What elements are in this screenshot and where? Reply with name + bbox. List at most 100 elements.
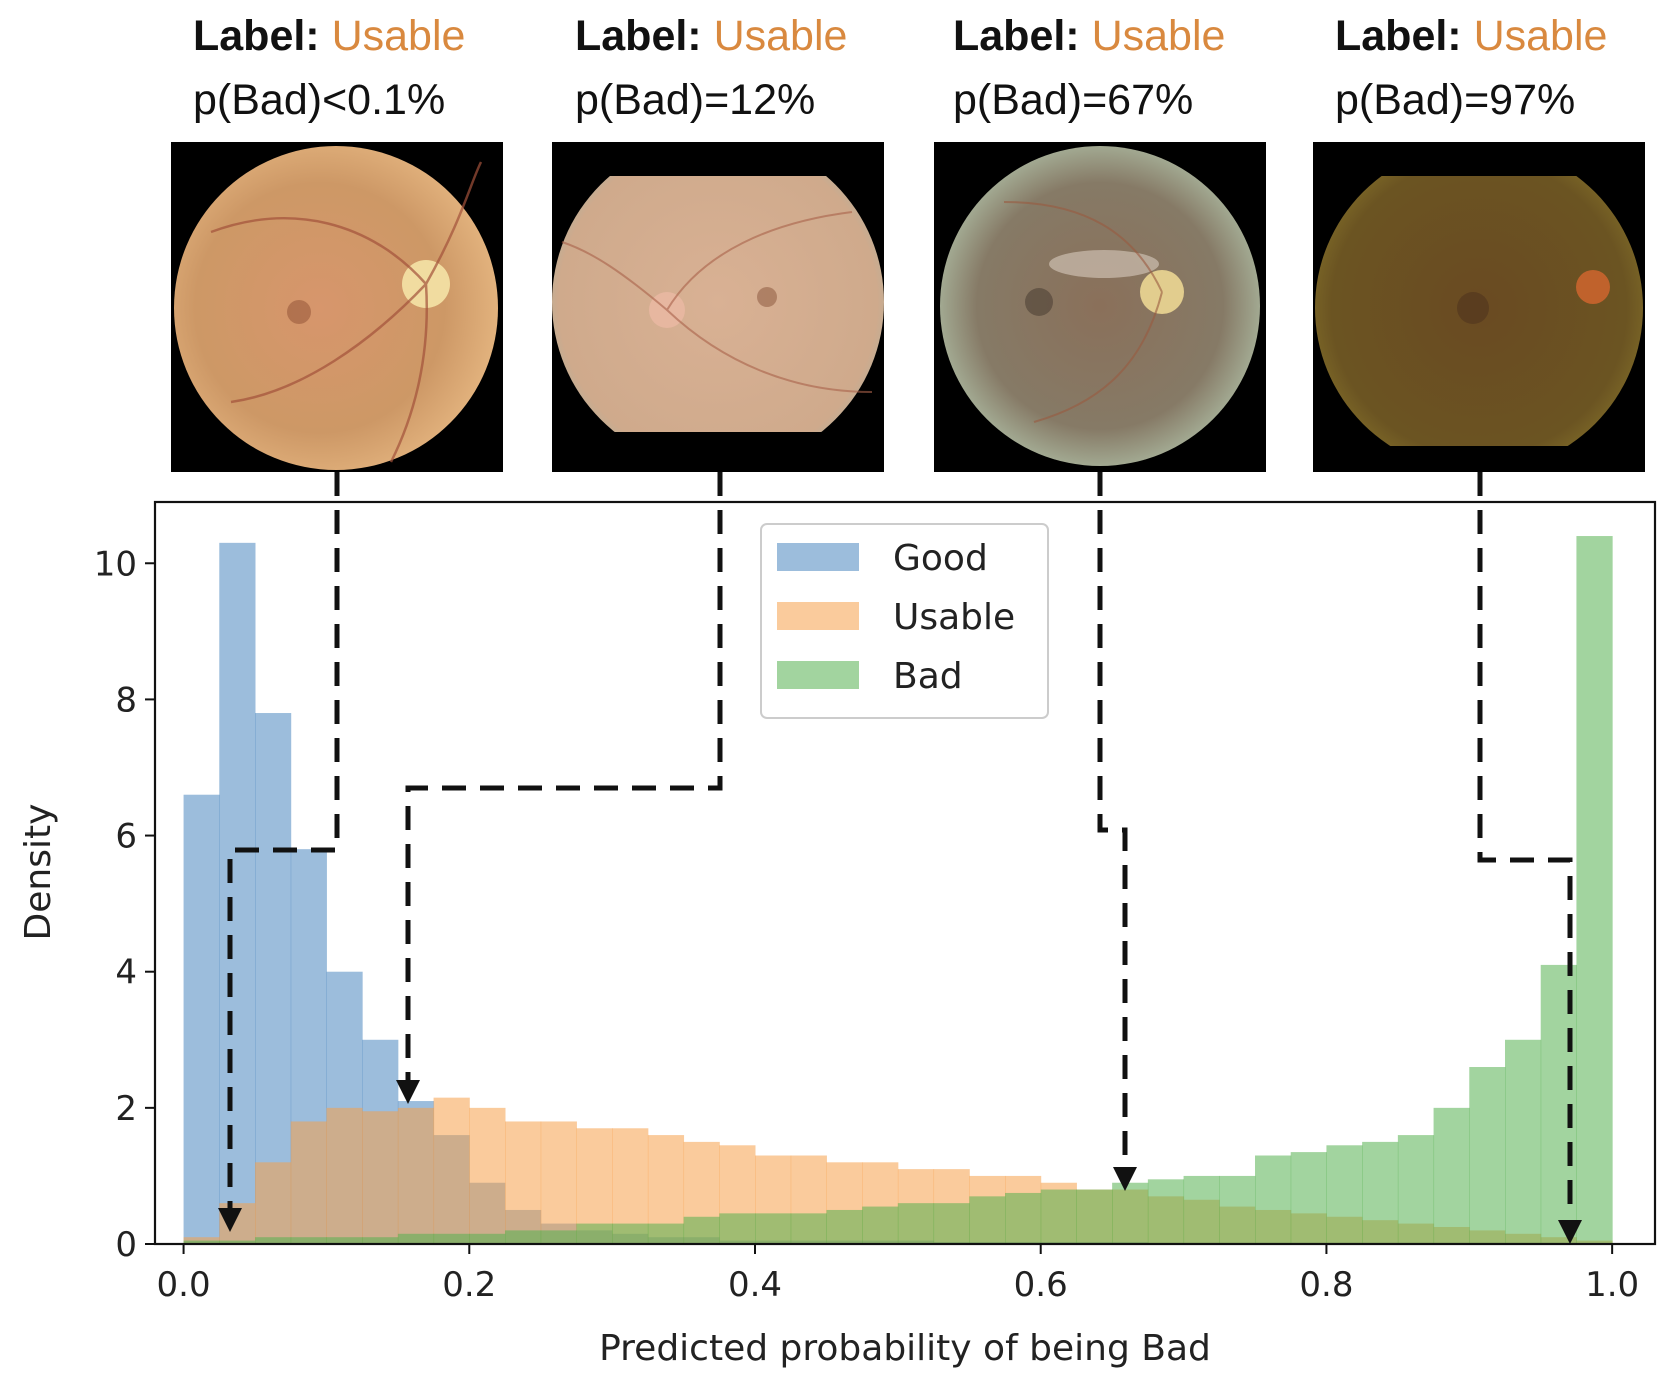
bar-usable-8	[469, 1107, 506, 1244]
plot-frame	[153, 500, 1657, 1246]
bar-usable-9	[505, 1121, 542, 1244]
bar-bad-1	[219, 1240, 256, 1244]
x-tick-label: 0.2	[442, 1265, 496, 1305]
bar-bad-17	[790, 1213, 827, 1244]
bar-bad-37	[1505, 1039, 1542, 1244]
x-tick-label: 0.8	[1299, 1265, 1353, 1305]
bar-bad-32	[1326, 1145, 1363, 1244]
arrowhead-4	[1558, 1220, 1582, 1244]
bar-usable-5	[362, 1111, 399, 1244]
x-axis-label: Predicted probability of being Bad	[599, 1328, 1211, 1369]
bar-usable-6	[397, 1107, 435, 1244]
bar-bad-0	[183, 1240, 220, 1244]
bar-bad-6	[397, 1233, 435, 1244]
bar-bad-28	[1183, 1175, 1220, 1244]
bar-usable-3	[290, 1121, 327, 1244]
label-value: Usable	[713, 12, 848, 60]
bar-bad-20	[897, 1203, 935, 1244]
bar-bad-29	[1219, 1175, 1256, 1244]
histogram-bars	[183, 536, 1613, 1244]
y-tick-label: 8	[115, 680, 137, 720]
connector-arrowheads	[218, 1080, 1582, 1244]
arrowhead-2	[396, 1080, 420, 1104]
bar-bad-18	[826, 1209, 863, 1244]
y-tick-label: 10	[94, 544, 137, 584]
y-tick-label: 6	[115, 817, 137, 857]
sample-label: Label: Usable	[193, 12, 465, 60]
y-axis-label: Density	[18, 804, 59, 941]
probability-text: p(Bad)<0.1%	[193, 76, 446, 124]
bar-good-2	[255, 713, 292, 1244]
bar-bad-39	[1576, 536, 1613, 1244]
label-value: Usable	[1473, 12, 1608, 60]
x-tick-label: 1.0	[1585, 1265, 1639, 1305]
bar-bad-4	[326, 1237, 363, 1244]
bar-bad-25	[1076, 1189, 1113, 1244]
label-key: Label:	[193, 12, 320, 60]
bar-bad-2	[255, 1237, 292, 1244]
fundus-photo-3	[934, 142, 1266, 472]
bar-bad-7	[433, 1233, 470, 1244]
bar-bad-22	[969, 1196, 1006, 1244]
bar-usable-4	[326, 1107, 363, 1244]
bar-bad-16	[755, 1213, 792, 1244]
y-tick-label: 4	[115, 953, 137, 993]
bar-bad-23	[1005, 1192, 1042, 1244]
bar-bad-9	[505, 1230, 542, 1244]
fundus-photo-1	[171, 142, 503, 472]
bar-good-1	[219, 542, 256, 1244]
x-tick-label: 0.0	[157, 1265, 211, 1305]
bar-usable-10	[540, 1121, 577, 1244]
label-key: Label:	[575, 12, 702, 60]
y-tick-label: 2	[115, 1089, 137, 1129]
bar-bad-34	[1397, 1135, 1435, 1244]
fundus-photo-4	[1313, 142, 1645, 472]
sample-label: Label: Usable	[953, 12, 1225, 60]
bar-bad-10	[540, 1230, 577, 1244]
bar-bad-11	[576, 1223, 613, 1244]
sample-label: Label: Usable	[575, 12, 847, 60]
arrowhead-3	[1113, 1167, 1137, 1191]
sample-label: Label: Usable	[1335, 12, 1607, 60]
bar-usable-2	[255, 1162, 292, 1244]
arrowhead-1	[218, 1208, 242, 1232]
probability-text: p(Bad)=97%	[1335, 76, 1576, 124]
bar-bad-27	[1147, 1179, 1185, 1244]
connector-line-2	[405, 472, 723, 1085]
bar-bad-30	[1255, 1155, 1292, 1244]
bar-usable-7	[433, 1097, 470, 1244]
connector-line-1	[227, 472, 340, 1215]
bar-bad-13	[647, 1223, 685, 1244]
bar-bad-5	[362, 1237, 399, 1244]
bar-bad-12	[612, 1223, 649, 1244]
label-value: Usable	[1091, 12, 1226, 60]
label-key: Label:	[1335, 12, 1462, 60]
legend-swatch-bad	[777, 661, 859, 689]
bar-bad-26	[1112, 1182, 1149, 1244]
legend-swatch-good	[777, 543, 859, 571]
bar-bad-35	[1433, 1107, 1470, 1244]
axis-ticks: 0.0 0.2 0.4 0.6 0.8 1.0 0 2 4 6 8 10	[94, 544, 1639, 1305]
bar-bad-36	[1469, 1067, 1506, 1244]
bar-bad-19	[862, 1206, 899, 1244]
label-value: Usable	[331, 12, 466, 60]
bar-bad-8	[469, 1233, 506, 1244]
connector-line-3	[1097, 472, 1128, 1175]
probability-text: p(Bad)=12%	[575, 76, 816, 124]
bar-bad-21	[933, 1203, 970, 1244]
bar-bad-31	[1290, 1152, 1327, 1244]
connectors	[227, 472, 1573, 1215]
y-tick-label: 0	[115, 1225, 137, 1265]
x-tick-label: 0.4	[728, 1265, 782, 1305]
bar-bad-24	[1040, 1189, 1077, 1244]
x-tick-label: 0.6	[1014, 1265, 1068, 1305]
bar-bad-33	[1362, 1141, 1399, 1244]
bar-bad-15	[719, 1213, 756, 1244]
bar-good-0	[183, 794, 220, 1244]
fundus-photo-2	[552, 142, 884, 472]
legend-swatch-usable	[777, 602, 859, 630]
connector-line-4	[1477, 472, 1573, 1215]
legend: Good Usable Bad	[760, 523, 1049, 719]
bar-bad-14	[683, 1216, 720, 1244]
